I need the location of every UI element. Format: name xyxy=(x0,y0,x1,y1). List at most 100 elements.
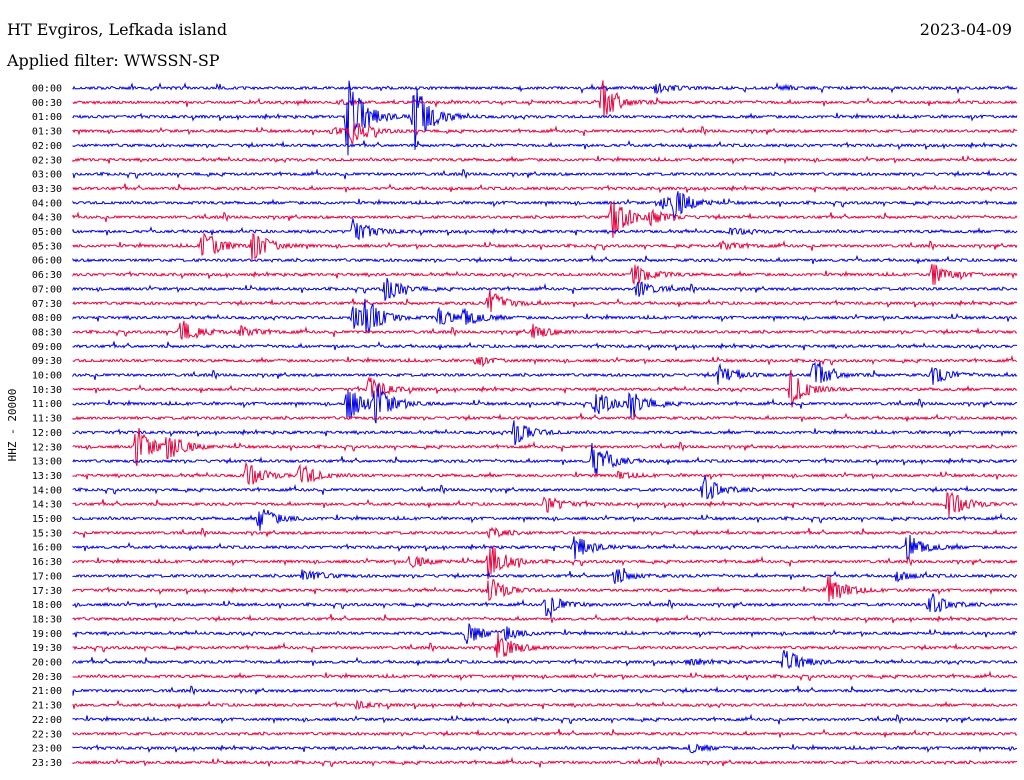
row-label: 04:30 xyxy=(32,213,62,224)
trace-row xyxy=(72,168,1018,180)
trace-row xyxy=(72,420,1018,446)
trace-row xyxy=(72,354,1018,368)
row-label: 03:00 xyxy=(32,170,62,181)
row-label: 04:00 xyxy=(32,198,62,209)
row-label: 23:30 xyxy=(32,758,62,769)
row-label: 11:00 xyxy=(32,399,62,410)
trace-row xyxy=(72,320,1018,341)
row-label: 08:00 xyxy=(32,313,62,324)
row-label: 06:00 xyxy=(32,256,62,267)
trace-row xyxy=(72,756,1018,768)
trace-row xyxy=(72,80,1018,118)
trace-row xyxy=(72,593,1018,618)
trace-row xyxy=(72,412,1018,422)
trace-row xyxy=(72,685,1018,696)
trace-row xyxy=(72,427,1018,466)
row-label: 05:00 xyxy=(32,227,62,238)
row-label: 22:00 xyxy=(32,715,62,726)
row-label: 02:00 xyxy=(32,141,62,152)
row-label: 21:00 xyxy=(32,686,62,697)
trace-row xyxy=(72,491,1018,518)
row-label: 00:00 xyxy=(32,84,62,95)
trace-row xyxy=(72,442,1018,474)
row-label: 20:30 xyxy=(32,672,62,683)
row-label: 06:30 xyxy=(32,270,62,281)
row-label: 16:30 xyxy=(32,557,62,568)
row-label: 20:00 xyxy=(32,658,62,669)
trace-row xyxy=(72,699,1018,711)
row-label: 10:00 xyxy=(32,371,62,382)
row-label: 23:00 xyxy=(32,744,62,755)
trace-row xyxy=(72,140,1018,151)
row-label: 01:30 xyxy=(32,127,62,138)
row-label: 13:00 xyxy=(32,457,62,468)
row-label: 18:30 xyxy=(32,614,62,625)
row-label: 09:30 xyxy=(32,356,62,367)
row-label: 15:00 xyxy=(32,514,62,525)
trace-row xyxy=(72,613,1018,624)
row-label: 02:30 xyxy=(32,155,62,166)
trace-row xyxy=(72,277,1018,301)
row-label: 14:30 xyxy=(32,500,62,511)
row-label: 09:00 xyxy=(32,342,62,353)
row-label: 22:30 xyxy=(32,729,62,740)
trace-row xyxy=(72,263,1018,285)
trace-row xyxy=(72,121,1018,145)
trace-row xyxy=(72,289,1018,313)
row-label: 13:30 xyxy=(32,471,62,482)
trace-row xyxy=(72,567,1018,585)
row-label: 12:00 xyxy=(32,428,62,439)
trace-row xyxy=(72,200,1018,238)
trace-row xyxy=(72,80,1018,156)
station-title: HT Evgiros, Lefkada island xyxy=(7,20,228,39)
row-label: 10:30 xyxy=(32,385,62,396)
row-label: 12:30 xyxy=(32,442,62,453)
trace-group xyxy=(72,80,1018,768)
trace-row xyxy=(72,232,1018,261)
row-label: 05:30 xyxy=(32,241,62,252)
trace-row xyxy=(72,509,1018,531)
trace-row xyxy=(72,155,1018,165)
row-label: 17:00 xyxy=(32,571,62,582)
trace-row xyxy=(72,384,1018,424)
trace-row xyxy=(72,340,1018,352)
row-label: 14:00 xyxy=(32,485,62,496)
row-label: 21:30 xyxy=(32,701,62,712)
row-label: 19:30 xyxy=(32,643,62,654)
row-label: 15:30 xyxy=(32,528,62,539)
trace-row xyxy=(72,623,1018,645)
row-label-group: 00:00 00:30 01:00 01:30 02:00 02:30 03:00 03:30… xyxy=(32,84,62,769)
row-label: 08:30 xyxy=(32,327,62,338)
row-label: 07:00 xyxy=(32,284,62,295)
filter-label: Applied filter: WWSSN-SP xyxy=(7,51,220,70)
trace-row xyxy=(72,575,1018,602)
trace-row xyxy=(72,546,1018,580)
date-label: 2023-04-09 xyxy=(919,20,1012,39)
row-label: 01:00 xyxy=(32,112,62,123)
trace-row xyxy=(72,526,1018,540)
trace-row xyxy=(72,81,1018,95)
trace-row xyxy=(72,254,1018,265)
trace-row xyxy=(72,649,1018,670)
row-label: 03:30 xyxy=(32,184,62,195)
row-label: 17:30 xyxy=(32,586,62,597)
row-label: 19:00 xyxy=(32,629,62,640)
trace-row xyxy=(72,361,1018,385)
trace-row xyxy=(72,183,1018,194)
trace-row xyxy=(72,743,1018,754)
trace-row xyxy=(72,631,1018,658)
trace-row xyxy=(72,670,1018,682)
trace-row xyxy=(72,461,1018,485)
trace-row xyxy=(72,535,1018,560)
trace-row xyxy=(72,728,1018,738)
row-label: 07:30 xyxy=(32,299,62,310)
row-label: 11:30 xyxy=(32,414,62,425)
trace-row xyxy=(72,713,1018,725)
trace-row xyxy=(72,298,1018,334)
trace-row xyxy=(72,475,1018,500)
trace-row xyxy=(72,218,1018,241)
y-axis-label: HHZ - 20000 xyxy=(6,389,19,462)
trace-row xyxy=(72,191,1018,219)
row-label: 16:00 xyxy=(32,543,62,554)
